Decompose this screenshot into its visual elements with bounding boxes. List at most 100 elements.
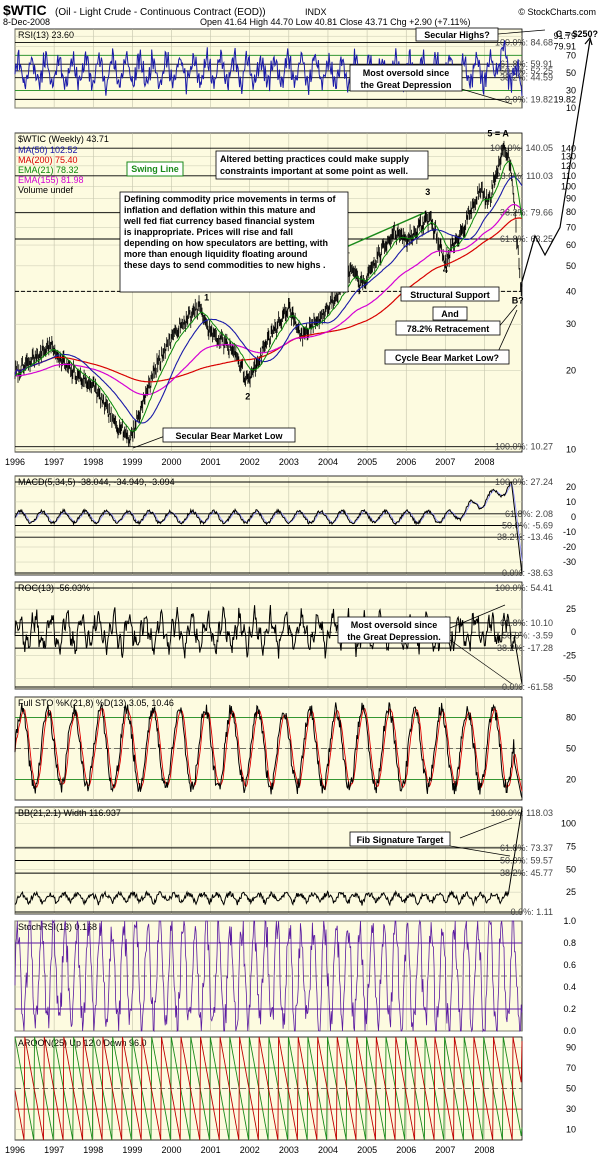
y-tick-label: 0.8 bbox=[563, 938, 576, 948]
panel-aroon: AROON(25) Up 12.0 Down 96.0 90 70 50 30 10 bbox=[14, 1036, 576, 1141]
y-tick-label: 90 bbox=[566, 194, 576, 204]
fib-level-label: 23.6%: 110.03 bbox=[496, 171, 553, 181]
x-tick-label: 2003 bbox=[279, 1145, 299, 1155]
aroon-down-line bbox=[14, 1036, 523, 1141]
chart-description: (Oil - Light Crude - Continuous Contract… bbox=[55, 7, 266, 18]
x-tick-label: 2005 bbox=[357, 457, 377, 467]
y-tick-label: 70 bbox=[566, 222, 576, 232]
x-tick-label: 1996 bbox=[5, 1145, 25, 1155]
y-tick-label: 50 bbox=[566, 744, 576, 754]
fib-level-label: 61.8%: 59.91 bbox=[500, 59, 553, 69]
supply-note: Altered betting practices could make sup… bbox=[220, 154, 409, 176]
y-tick-label: 40 bbox=[566, 286, 576, 296]
fib-level-label: 50.0%: 52.25 bbox=[500, 66, 553, 76]
chart-ohlc: Open 41.64 High 44.70 Low 40.81 Close 43… bbox=[200, 17, 471, 27]
y-tick-label: 60 bbox=[566, 240, 576, 250]
x-tick-label: 2004 bbox=[318, 457, 338, 467]
fib-level-label: 0.0%: 19.82 bbox=[505, 94, 553, 104]
pointer-line bbox=[496, 309, 518, 355]
x-tick-label: 2006 bbox=[396, 457, 416, 467]
wave-label: 2 bbox=[245, 392, 250, 402]
rsi-oversold-note: Most oversold since the Great Depression bbox=[360, 68, 451, 90]
y-tick-label: 100 bbox=[561, 182, 576, 192]
y-tick-label: 120 bbox=[561, 161, 576, 171]
y-tick-label: 0.0 bbox=[563, 1026, 576, 1036]
panel-rsi-title: RSI(13) 23.60 bbox=[18, 30, 74, 40]
y-tick-label: -10 bbox=[563, 527, 576, 537]
y-tick-label: 20 bbox=[566, 366, 576, 376]
fib-level-label: 61.8%: 63.25 bbox=[500, 234, 553, 244]
wave-label: 5 = A bbox=[487, 129, 509, 139]
panel-sto: Full STO %K(21,8) %D(13) 3.05, 10.46 80 50… bbox=[14, 696, 576, 801]
secular-bear-low-label: Secular Bear Market Low bbox=[175, 431, 283, 441]
fib-level-label: 100.0%: 140.05 bbox=[490, 143, 553, 153]
fib-level-label: 38.2%: -17.28 bbox=[497, 643, 553, 653]
ema21-line bbox=[14, 160, 523, 432]
y-tick-label: -30 bbox=[563, 557, 576, 567]
rsi-line bbox=[14, 40, 523, 97]
fib-level-label: 38.2%: 44.59 bbox=[500, 73, 553, 83]
panel-stochrsi-title: StochRSI(13) 0.168 bbox=[18, 922, 97, 932]
y-tick-label: 10 bbox=[566, 445, 576, 455]
y-tick-label: 130 bbox=[561, 152, 576, 162]
legend-entry: MA(200) 75.40 bbox=[18, 155, 78, 165]
sto-d-line bbox=[14, 706, 523, 792]
bb-line bbox=[14, 807, 523, 907]
fib-level-label: 100.0%: 27.24 bbox=[495, 477, 553, 487]
wave-label: 4 bbox=[443, 265, 448, 275]
panel-bb: BB(21,2.1) Width 116.937100755025100.0%:… bbox=[14, 806, 576, 917]
y-tick-label: 50 bbox=[566, 1084, 576, 1094]
x-tick-label: 1998 bbox=[83, 1145, 103, 1155]
pointer-line bbox=[449, 639, 513, 685]
y-tick-label: 90 bbox=[566, 1042, 576, 1052]
legend-entry: Volume undef bbox=[18, 185, 74, 195]
fib-level-label: 0.0%: -61.58 bbox=[502, 682, 553, 692]
legend-entry: EMA(155) 81.98 bbox=[18, 175, 84, 185]
y-tick-label: 0.6 bbox=[563, 960, 576, 970]
y-tick-label: 79.91 bbox=[553, 42, 576, 52]
x-tick-label: 1997 bbox=[44, 1145, 64, 1155]
x-tick-label: 2003 bbox=[279, 457, 299, 467]
y-tick-label: 80 bbox=[566, 713, 576, 723]
x-tick-label: 1998 bbox=[83, 457, 103, 467]
cycle-bear-low-label: Cycle Bear Market Low? bbox=[395, 353, 499, 363]
x-tick-label: 2001 bbox=[201, 457, 221, 467]
y-tick-label: 70 bbox=[566, 50, 576, 60]
stochrsi-line bbox=[14, 919, 523, 1033]
y-tick-label: 10 bbox=[566, 103, 576, 113]
wave-label: 1 bbox=[204, 292, 209, 302]
panel-stochrsi: StochRSI(13) 0.168 1.0 0.8 0.6 0.4 0.2 0.0 bbox=[14, 916, 576, 1036]
chart-date: 8-Dec-2008 bbox=[3, 17, 50, 27]
y-tick-label: 0 bbox=[571, 512, 576, 522]
fib-level-label: 100.0%: 118.03 bbox=[491, 808, 553, 818]
legend-entry: MA(50) 102.52 bbox=[18, 145, 78, 155]
y-tick-label: 20 bbox=[566, 774, 576, 784]
y-tick-label: 10 bbox=[566, 1125, 576, 1135]
and-label: And bbox=[441, 309, 459, 319]
target-label: C = $250? bbox=[556, 29, 598, 39]
y-tick-label: 80 bbox=[566, 207, 576, 217]
y-tick-label: 30 bbox=[566, 319, 576, 329]
x-tick-label: 2007 bbox=[435, 1145, 455, 1155]
y-tick-label: 0.4 bbox=[563, 982, 576, 992]
x-tick-label: 2008 bbox=[474, 1145, 494, 1155]
fib-level-label: 50.0%: -5.69 bbox=[502, 520, 553, 530]
panel-price-title: $WTIC (Weekly) 43.71 bbox=[18, 134, 109, 144]
pointer-line bbox=[497, 29, 546, 35]
x-tick-label: 2002 bbox=[240, 457, 260, 467]
x-tick-label: 2000 bbox=[161, 457, 181, 467]
pointer-line bbox=[459, 817, 513, 839]
fib-level-label: 50.0%: -3.59 bbox=[502, 631, 553, 641]
y-tick-label: -50 bbox=[563, 673, 576, 683]
y-tick-label: 50 bbox=[566, 68, 576, 78]
y-tick-label: 30 bbox=[566, 85, 576, 95]
x-tick-label: 2000 bbox=[161, 1145, 181, 1155]
fib-level-label: 38.2%: -13.46 bbox=[497, 532, 553, 542]
ma200-line bbox=[14, 217, 522, 383]
y-tick-label: 20 bbox=[566, 482, 576, 492]
x-tick-label: 1999 bbox=[122, 1145, 142, 1155]
x-tick-label: 1997 bbox=[44, 457, 64, 467]
fib-level-label: 0.0%: 1.11 bbox=[511, 907, 553, 917]
